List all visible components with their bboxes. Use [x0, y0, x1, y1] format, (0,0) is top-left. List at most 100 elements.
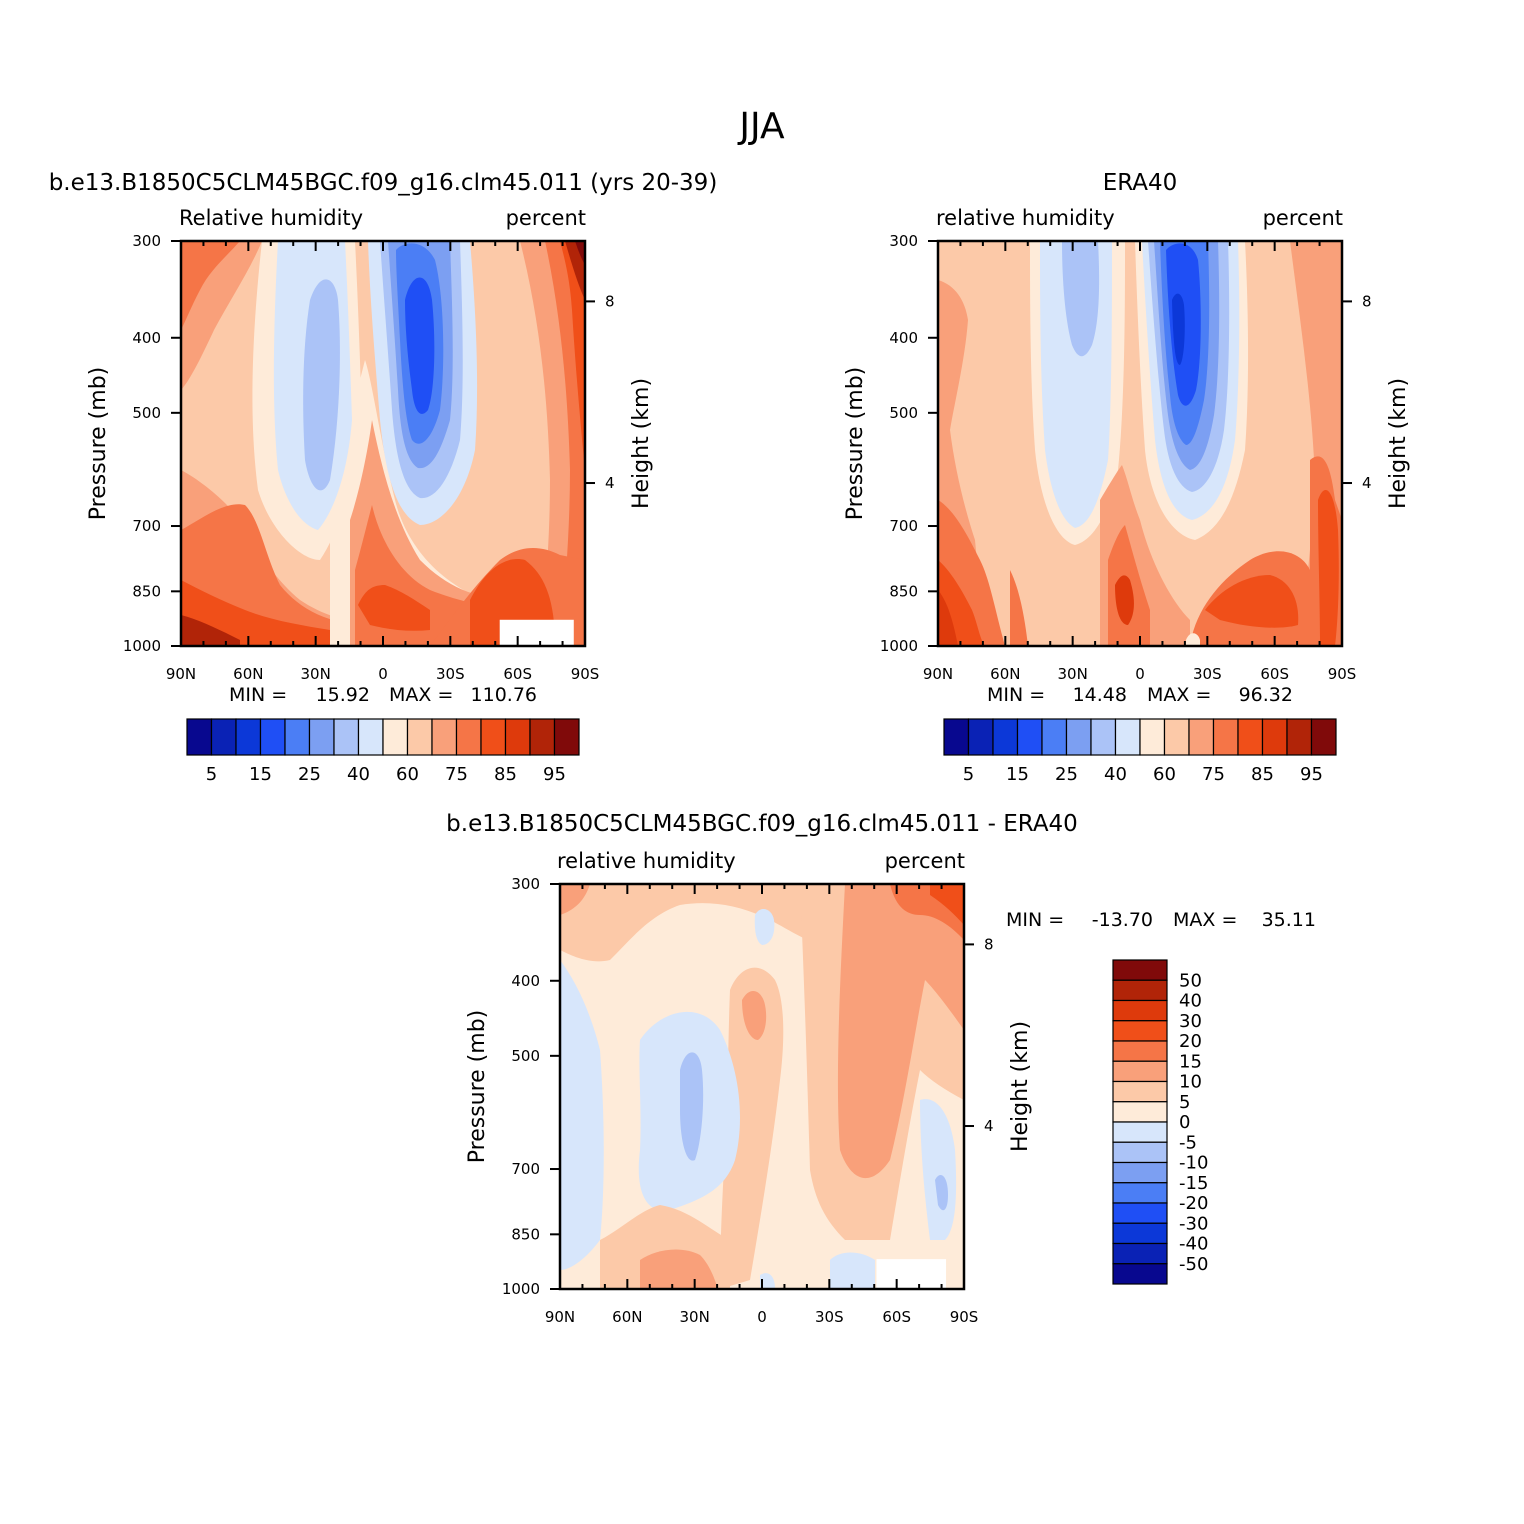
colorbar-swatch — [1286, 718, 1313, 756]
y-tick-label: 400 — [132, 329, 161, 347]
diff-min-value: -13.70 — [1092, 909, 1153, 931]
panel-obs-title: ERA40 — [1103, 170, 1178, 196]
y-tick-label: 500 — [511, 1047, 540, 1065]
colorbar-swatch — [1112, 1242, 1168, 1265]
obs-min-label: MIN = — [987, 684, 1045, 706]
x-tick-label: 60S — [1260, 665, 1289, 683]
colorbar-label: 10 — [1179, 1072, 1202, 1093]
colorbar-label: -30 — [1179, 1213, 1208, 1234]
colorbar-swatch — [431, 718, 458, 756]
colorbar-swatch — [308, 718, 335, 756]
obs-contour-field — [938, 241, 1342, 646]
colorbar-label: -20 — [1179, 1193, 1208, 1214]
colorbar-label: 60 — [1153, 764, 1176, 785]
colorbar-label: 75 — [445, 764, 468, 785]
obs-max-value: 96.32 — [1239, 684, 1293, 706]
y-tick-label: 700 — [511, 1160, 540, 1178]
colorbar-swatch — [1139, 718, 1166, 756]
y-tick-label: 850 — [132, 582, 161, 600]
panel-model-left-label: Relative humidity — [179, 206, 363, 230]
x-tick-label: 60S — [503, 665, 532, 683]
x-tick-label: 90N — [545, 1308, 575, 1326]
colorbar-swatch — [455, 718, 482, 756]
x-tick-label: 60N — [990, 665, 1020, 683]
diff-axes: 90N 60N 30N 0 30S 60S 90S 300 400 500 700 850 1000 8 4… — [465, 875, 1033, 1326]
colorbar-swatch — [1310, 718, 1337, 756]
x-tick-label: 0 — [378, 665, 388, 683]
colorbar-label: 50 — [1179, 970, 1202, 991]
colorbar-label: -15 — [1179, 1173, 1208, 1194]
colorbar-swatch — [1212, 718, 1239, 756]
model-contour-field — [181, 241, 585, 646]
colorbar-swatch — [553, 718, 580, 756]
colorbar-swatch — [357, 718, 384, 756]
panel-diff-right-label: percent — [885, 849, 965, 873]
y-tick-label: 400 — [511, 972, 540, 990]
panel-model-right-label: percent — [506, 206, 586, 230]
colorbar-label: 60 — [396, 764, 419, 785]
x-tick-label: 0 — [1135, 665, 1145, 683]
colorbar-swatch — [1112, 979, 1168, 1002]
colorbar-label: 15 — [1179, 1051, 1202, 1072]
x-tick-label: 60N — [612, 1308, 642, 1326]
diff-contour-field — [560, 884, 964, 1289]
colorbar-label: 95 — [543, 764, 566, 785]
colorbar-swatch — [1112, 1020, 1168, 1042]
colorbar-label: -40 — [1179, 1234, 1208, 1255]
y-tick-label: 300 — [511, 875, 540, 893]
y-axis-label-right: Height (km) — [1386, 378, 1411, 509]
x-tick-label: 60N — [233, 665, 263, 683]
panel-obs-left-label: relative humidity — [936, 206, 1115, 230]
x-tick-label: 60S — [882, 1308, 911, 1326]
panel-obs-right-label: percent — [1263, 206, 1343, 230]
y-tick-label: 400 — [889, 329, 918, 347]
y-axis-label-right: Height (km) — [1008, 1021, 1033, 1152]
panel-model-title: b.e13.B1850C5CLM45BGC.f09_g16.clm45.011 … — [49, 170, 718, 196]
colorbar-swatch — [1261, 718, 1288, 756]
colorbar-swatch — [382, 718, 409, 756]
x-tick-label: 90N — [923, 665, 953, 683]
colorbar-swatch — [1112, 1182, 1168, 1204]
colorbar-swatch — [259, 718, 286, 756]
y-tick-label: 1000 — [502, 1280, 540, 1298]
diff-max-label: MAX = — [1173, 909, 1237, 931]
colorbar-swatch — [1065, 718, 1092, 756]
obs-max-label: MAX = — [1147, 684, 1211, 706]
colorbar-swatch — [1112, 1161, 1168, 1184]
colorbar-label: -5 — [1179, 1132, 1197, 1153]
y-tick-label: 1000 — [880, 637, 918, 655]
height-tick-label: 8 — [605, 292, 615, 310]
panel-model: b.e13.B1850C5CLM45BGC.f09_g16.clm45.011 … — [49, 170, 718, 785]
colorbar-swatch — [186, 718, 213, 756]
x-tick-label: 30S — [815, 1308, 844, 1326]
y-tick-label: 300 — [132, 232, 161, 250]
panel-obs: ERA40 relative humidity percent — [843, 170, 1411, 785]
colorbar-swatch — [1112, 1263, 1168, 1285]
model-max-label: MAX = — [389, 684, 453, 706]
colorbar-swatch — [1112, 1040, 1168, 1062]
y-axis-label: Pressure (mb) — [843, 367, 868, 521]
y-tick-label: 500 — [132, 404, 161, 422]
colorbar-swatch — [1016, 718, 1043, 756]
y-tick-label: 500 — [889, 404, 918, 422]
colorbar-swatch — [1112, 1222, 1168, 1245]
colorbar-label: 5 — [206, 764, 217, 785]
colorbar-swatch — [1112, 999, 1168, 1022]
diff-masked-region — [876, 1259, 947, 1289]
colorbar-label: 15 — [249, 764, 272, 785]
colorbar-swatch — [943, 718, 970, 756]
panel-diff: b.e13.B1850C5CLM45BGC.f09_g16.clm45.011 … — [446, 811, 1316, 1326]
colorbar-label: 15 — [1006, 764, 1029, 785]
model-min-value: 15.92 — [316, 684, 370, 706]
colorbar-swatch — [1112, 959, 1168, 981]
x-tick-label: 30N — [680, 1308, 710, 1326]
diff-min-label: MIN = — [1006, 909, 1064, 931]
colorbar-swatch — [1112, 1121, 1168, 1143]
obs-colorbar: 5 15 25 40 60 75 85 95 — [943, 718, 1337, 785]
y-tick-label: 700 — [889, 517, 918, 535]
colorbar-swatch — [480, 718, 507, 756]
diff-max-value: 35.11 — [1262, 909, 1316, 931]
colorbar-swatch — [1237, 718, 1264, 756]
colorbar-swatch — [1112, 1080, 1168, 1103]
